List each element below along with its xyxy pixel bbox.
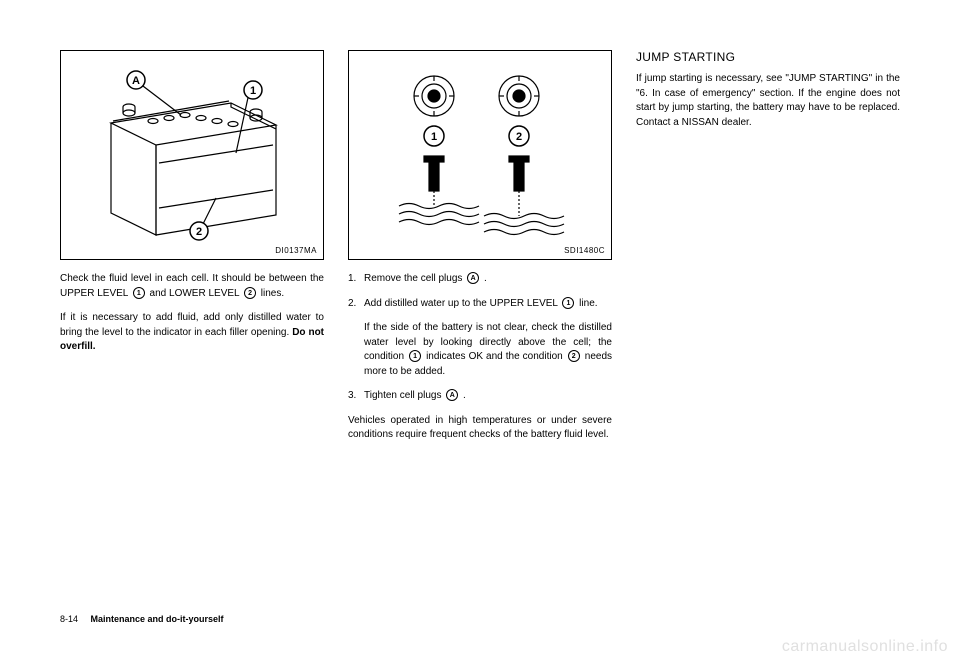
svg-text:A: A xyxy=(132,75,140,87)
text: Remove the cell plugs xyxy=(364,273,465,284)
fluid-level-svg: 1 2 xyxy=(379,66,579,246)
figure-label-2: SDI1480C xyxy=(564,246,605,255)
text: lines. xyxy=(258,288,284,299)
figure-battery: A 1 2 DI0137MA xyxy=(60,50,324,260)
section-title: Maintenance and do-it-yourself xyxy=(91,614,224,624)
col1-para1: Check the fluid level in each cell. It s… xyxy=(60,272,324,301)
battery-illustration-svg: A 1 2 xyxy=(81,63,301,243)
ref-circle-1: 1 xyxy=(133,287,145,299)
column-1: A 1 2 DI0137MA Check the fluid level in … xyxy=(60,50,324,590)
page-footer: 8-14 Maintenance and do-it-yourself xyxy=(60,614,224,624)
text: Add distilled water up to the UPPER LEVE… xyxy=(364,298,560,309)
text: . xyxy=(481,273,487,284)
figure-label-1: DI0137MA xyxy=(275,246,317,255)
list-number: 2. xyxy=(348,297,364,312)
ref-circle-2: 2 xyxy=(244,287,256,299)
list-number: 3. xyxy=(348,389,364,404)
content-columns: A 1 2 DI0137MA Check the fluid level in … xyxy=(60,50,900,590)
text: Tighten cell plugs xyxy=(364,390,444,401)
heading-jump-starting: JUMP STARTING xyxy=(636,50,900,64)
list-content: Add distilled water up to the UPPER LEVE… xyxy=(364,297,612,312)
ref-circle-A: A xyxy=(446,389,458,401)
sub-paragraph: If the side of the battery is not clear,… xyxy=(348,321,612,379)
col3-para1: If jump starting is necessary, see "JUMP… xyxy=(636,72,900,130)
text: line. xyxy=(576,298,597,309)
watermark: carmanualsonline.info xyxy=(782,638,948,656)
text: . xyxy=(460,390,466,401)
text: and LOWER LEVEL xyxy=(147,288,242,299)
list-content: Tighten cell plugs A . xyxy=(364,389,612,404)
column-2: 1 2 SDI1480C 1. Remove the cell plugs A … xyxy=(348,50,612,590)
page-number: 8-14 xyxy=(60,614,78,624)
list-item-2: 2. Add distilled water up to the UPPER L… xyxy=(348,297,612,312)
svg-text:2: 2 xyxy=(196,226,202,238)
list-item-1: 1. Remove the cell plugs A . xyxy=(348,272,612,287)
svg-text:2: 2 xyxy=(516,131,522,143)
svg-text:1: 1 xyxy=(431,131,437,143)
col1-para2: If it is necessary to add fluid, add onl… xyxy=(60,311,324,355)
svg-text:1: 1 xyxy=(250,85,256,97)
list-content: Remove the cell plugs A . xyxy=(364,272,612,287)
ref-circle-1: 1 xyxy=(562,297,574,309)
ref-circle-A: A xyxy=(467,272,479,284)
list-item-3: 3. Tighten cell plugs A . xyxy=(348,389,612,404)
column-3: JUMP STARTING If jump starting is necess… xyxy=(636,50,900,590)
text: indicates OK and the condition xyxy=(423,351,566,362)
ref-circle-1: 1 xyxy=(409,350,421,362)
col2-last-para: Vehicles operated in high temperatures o… xyxy=(348,414,612,443)
text: If it is necessary to add fluid, add onl… xyxy=(60,312,324,338)
figure-fluid-level: 1 2 SDI1480C xyxy=(348,50,612,260)
ref-circle-2: 2 xyxy=(568,350,580,362)
list-number: 1. xyxy=(348,272,364,287)
